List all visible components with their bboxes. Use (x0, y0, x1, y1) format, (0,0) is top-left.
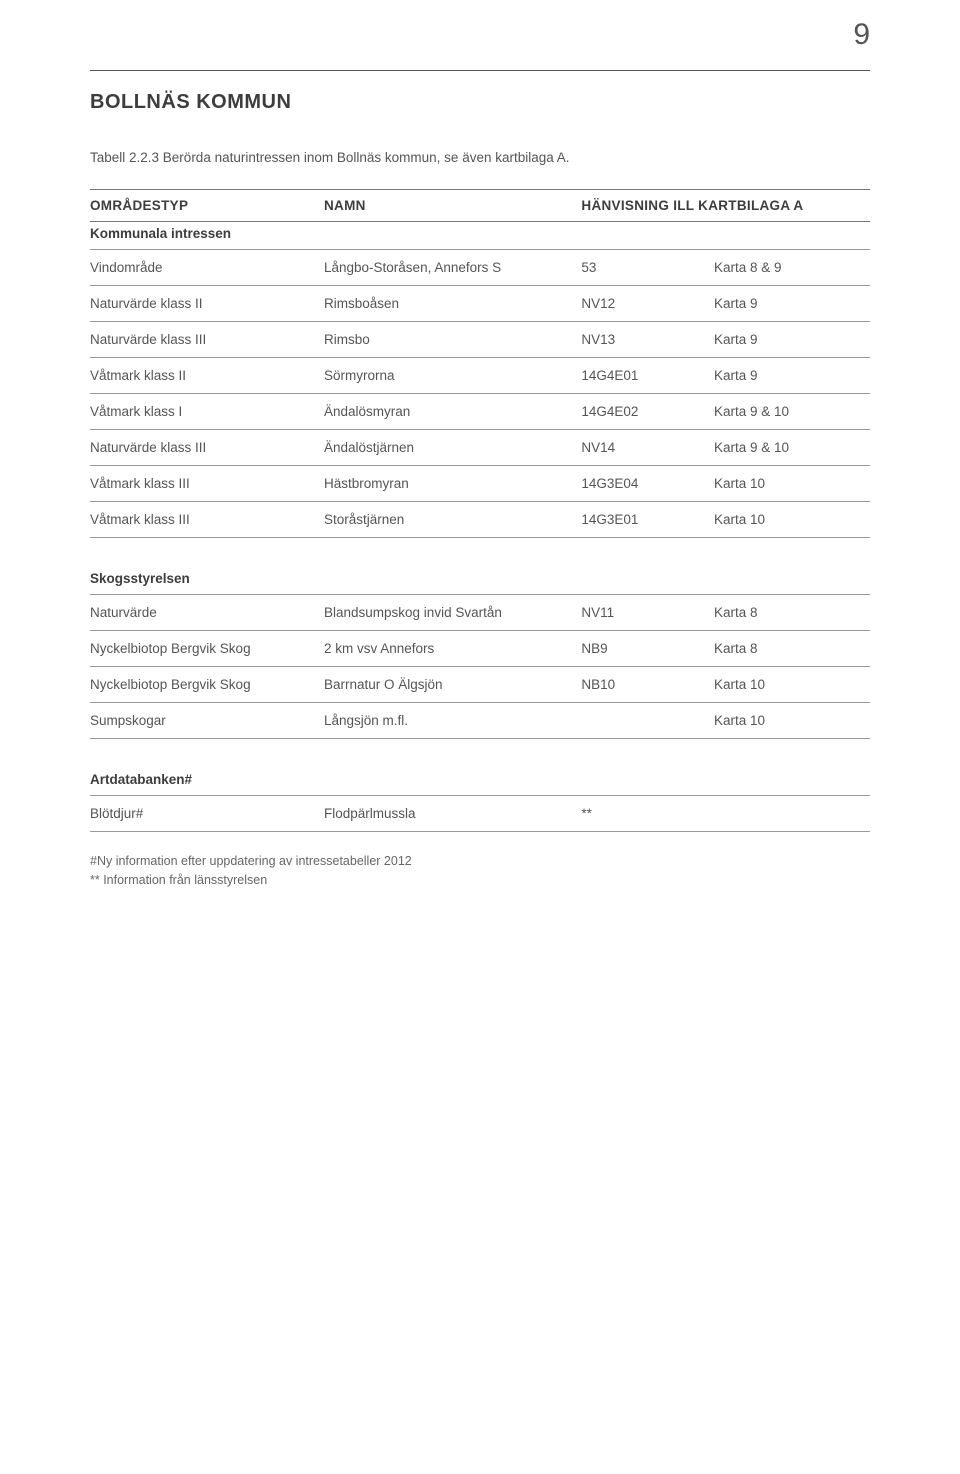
cell: NV14 (581, 430, 714, 466)
col-header-1: OMRÅDESTYP (90, 190, 324, 222)
cell: NB10 (581, 667, 714, 703)
cell: Vindområde (90, 250, 324, 286)
page-container: 9 BOLLNÄS KOMMUN Tabell 2.2.3 Berörda na… (0, 0, 960, 1474)
cell: 14G3E04 (581, 466, 714, 502)
top-rule (90, 70, 870, 71)
cell (581, 703, 714, 739)
col-header-2: NAMN (324, 190, 581, 222)
page-number: 9 (853, 18, 870, 52)
cell: 14G4E01 (581, 358, 714, 394)
table-row: VindområdeLångbo-Storåsen, Annefors S53K… (90, 250, 870, 286)
table-header-row: OMRÅDESTYP NAMN HÄNVISNING ILL KARTBILAG… (90, 190, 870, 222)
cell: Karta 8 (714, 631, 870, 667)
cell: 2 km vsv Annefors (324, 631, 581, 667)
cell: Naturvärde klass II (90, 286, 324, 322)
table-row: Blötdjur#Flodpärlmussla** (90, 796, 870, 832)
cell: Flodpärlmussla (324, 796, 581, 832)
cell: Karta 10 (714, 703, 870, 739)
cell: Barrnatur O Älgsjön (324, 667, 581, 703)
cell: 53 (581, 250, 714, 286)
cell: Storåstjärnen (324, 502, 581, 538)
cell: Sumpskogar (90, 703, 324, 739)
cell: Blandsumpskog invid Svartån (324, 595, 581, 631)
cell: Våtmark klass III (90, 466, 324, 502)
cell: Naturvärde klass III (90, 322, 324, 358)
section-label: Kommunala intressen (90, 222, 870, 250)
cell: Blötdjur# (90, 796, 324, 832)
cell: Nyckelbiotop Bergvik Skog (90, 667, 324, 703)
section-label: Artdatabanken# (90, 768, 870, 796)
section-label: Skogsstyrelsen (90, 567, 870, 595)
cell (714, 796, 870, 832)
section-spacer (90, 538, 870, 568)
cell: Hästbromyran (324, 466, 581, 502)
table-row: SumpskogarLångsjön m.fl. Karta 10 (90, 703, 870, 739)
cell: Rimsboåsen (324, 286, 581, 322)
cell: NV12 (581, 286, 714, 322)
cell: Sörmyrorna (324, 358, 581, 394)
cell: Naturvärde klass III (90, 430, 324, 466)
section-row: Skogsstyrelsen (90, 567, 870, 595)
section-title: BOLLNÄS KOMMUN (90, 91, 870, 114)
cell: Våtmark klass II (90, 358, 324, 394)
cell: Karta 9 & 10 (714, 394, 870, 430)
footnotes: #Ny information efter uppdatering av int… (90, 852, 870, 890)
cell: Karta 10 (714, 667, 870, 703)
cell: Karta 10 (714, 502, 870, 538)
cell: ** (581, 796, 714, 832)
table-row: Nyckelbiotop Bergvik SkogBarrnatur O Älg… (90, 667, 870, 703)
cell: Långsjön m.fl. (324, 703, 581, 739)
cell: Ändalöstjärnen (324, 430, 581, 466)
section-row: Artdatabanken# (90, 768, 870, 796)
cell: Karta 9 (714, 358, 870, 394)
cell: Karta 9 (714, 286, 870, 322)
cell: Karta 9 & 10 (714, 430, 870, 466)
table-row: Naturvärde klass IIIÄndalöstjärnenNV14Ka… (90, 430, 870, 466)
cell: 14G4E02 (581, 394, 714, 430)
cell: 14G3E01 (581, 502, 714, 538)
cell: Nyckelbiotop Bergvik Skog (90, 631, 324, 667)
table-row: Nyckelbiotop Bergvik Skog2 km vsv Annefo… (90, 631, 870, 667)
cell: NV13 (581, 322, 714, 358)
table-row: Naturvärde klass IIIRimsboNV13Karta 9 (90, 322, 870, 358)
footnote-line-1: #Ny information efter uppdatering av int… (90, 852, 870, 871)
footnote-line-2: ** Information från länsstyrelsen (90, 871, 870, 890)
table-row: Våtmark klass IIIStoråstjärnen14G3E01Kar… (90, 502, 870, 538)
cell: Karta 8 (714, 595, 870, 631)
cell: Rimsbo (324, 322, 581, 358)
cell: Karta 8 & 9 (714, 250, 870, 286)
data-table: OMRÅDESTYP NAMN HÄNVISNING ILL KARTBILAG… (90, 189, 870, 832)
section-spacer (90, 739, 870, 769)
cell: Våtmark klass III (90, 502, 324, 538)
cell: Våtmark klass I (90, 394, 324, 430)
table-row: NaturvärdeBlandsumpskog invid SvartånNV1… (90, 595, 870, 631)
section-row: Kommunala intressen (90, 222, 870, 250)
table-row: Våtmark klass IISörmyrorna14G4E01Karta 9 (90, 358, 870, 394)
table-row: Våtmark klass IÄndalösmyran14G4E02Karta … (90, 394, 870, 430)
cell: Karta 9 (714, 322, 870, 358)
cell: Naturvärde (90, 595, 324, 631)
cell: NV11 (581, 595, 714, 631)
cell: Ändalösmyran (324, 394, 581, 430)
cell: Långbo-Storåsen, Annefors S (324, 250, 581, 286)
table-row: Våtmark klass IIIHästbromyran14G3E04Kart… (90, 466, 870, 502)
table-caption: Tabell 2.2.3 Berörda naturintressen inom… (90, 150, 870, 165)
col-header-3: HÄNVISNING ILL KARTBILAGA A (581, 190, 870, 222)
cell: Karta 10 (714, 466, 870, 502)
table-row: Naturvärde klass IIRimsboåsenNV12Karta 9 (90, 286, 870, 322)
cell: NB9 (581, 631, 714, 667)
